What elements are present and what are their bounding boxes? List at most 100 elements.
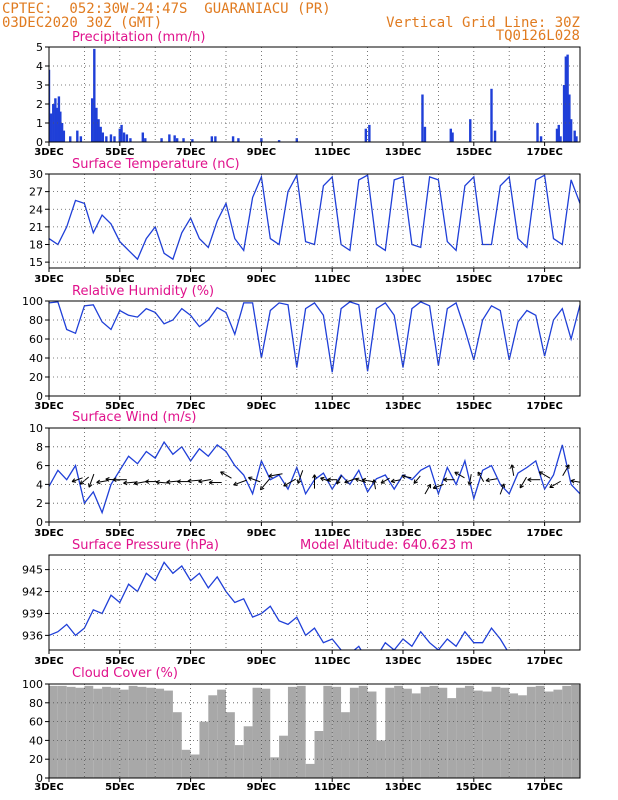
wind-arrow-19 (268, 473, 283, 478)
wind-arrow-17 (248, 476, 261, 483)
wind-arrow-36 (443, 477, 455, 483)
press-grid (49, 555, 580, 650)
rh-xtick-label: 5DEC (105, 401, 134, 412)
cloud-bar-49 (482, 691, 492, 778)
run-code: TQ0126L028 (495, 28, 580, 44)
station-header: CPTEC: 052:30W-24:47S GUARANIACU (PR) (2, 1, 331, 17)
wind-xtick-label: 11DEC (314, 528, 350, 539)
precip-bar-61 (575, 136, 578, 142)
precip-bar-3 (54, 98, 57, 142)
cloud-bar-39 (394, 685, 403, 778)
wind-xtick-label: 3DEC (34, 528, 63, 539)
cloud-frame (48, 683, 581, 779)
precip-bar-1 (49, 113, 53, 142)
cloud-title: Cloud Cover (%) (72, 666, 178, 681)
cloud-bar-8 (119, 689, 129, 778)
temp-ytick-label: 21 (29, 221, 43, 234)
wind-xtick-label: 7DEC (176, 528, 205, 539)
cloud-xtick-label: 17DEC (526, 782, 562, 793)
wind-arrow-27 (354, 477, 366, 484)
precip-bar-31 (175, 138, 179, 142)
temp-xtick-label: 7DEC (176, 274, 205, 285)
press-title: Surface Pressure (hPa) (72, 538, 219, 553)
cloud-bar-45 (447, 698, 457, 778)
cloud-bar-58 (562, 685, 572, 778)
precip-panel: Precipitation (mm/h) 0 1 2 3 4 5 3DEC 5DEC 7DEC 9D… (34, 30, 581, 158)
rh-series-line (49, 301, 580, 373)
precip-bar-32 (182, 138, 185, 142)
precip-bar-4 (55, 107, 58, 142)
cloud-bar-36 (367, 691, 377, 778)
cloud-bar-4 (84, 685, 94, 778)
press-xtick-label: 7DEC (176, 656, 205, 667)
cloud-bar-19 (217, 689, 226, 778)
wind-arrow-35 (432, 483, 444, 490)
cloud-bar-41 (411, 693, 421, 778)
cloud-bar-57 (553, 689, 563, 778)
precip-bar-9 (69, 136, 72, 142)
precip-xtick-label: 13DEC (385, 147, 421, 158)
press-xtick-label: 9DEC (247, 656, 276, 667)
rh-xtick-label: 11DEC (314, 401, 350, 412)
precip-bar-8 (62, 130, 66, 142)
press-xtick-label: 15DEC (456, 656, 492, 667)
press-ytick-label: 939 (22, 607, 43, 620)
cloud-xtick-label: 7DEC (176, 782, 205, 793)
wind-arrow-0 (71, 477, 83, 483)
wind-arrow-20 (283, 478, 297, 487)
precip-frame (48, 46, 581, 143)
temp-xtick-label: 11DEC (314, 274, 350, 285)
cloud-xtick-label: 11DEC (314, 782, 350, 793)
precip-ytick-label: 1 (36, 117, 43, 130)
precip-bar-52 (555, 128, 559, 142)
cloud-ytick-label: 60 (29, 716, 43, 729)
wind-arrow-3 (96, 479, 108, 485)
precip-bar-50 (536, 123, 539, 142)
rh-title: Relative Humidity (%) (72, 284, 214, 299)
wind-arrow-15 (220, 471, 232, 479)
wind-ytick-label: 8 (36, 441, 43, 454)
rh-data (49, 301, 580, 373)
rh-frame (48, 300, 581, 397)
precip-bar-34 (210, 136, 214, 142)
temp-series-line (49, 174, 580, 261)
precip-xtick-label: 5DEC (105, 147, 134, 158)
wind-xtick-label: 15DEC (456, 528, 492, 539)
wind-arrow-23 (320, 476, 330, 482)
cloud-bar-59 (571, 684, 580, 778)
precip-bar-54 (559, 136, 562, 142)
wind-arrow-25 (336, 475, 343, 485)
precip-bar-58 (568, 94, 571, 142)
precip-bar-56 (564, 56, 568, 142)
cloud-bar-51 (500, 687, 510, 778)
cloud-bar-31 (323, 685, 333, 778)
cloud-bar-29 (305, 763, 315, 778)
wind-arrow-24 (327, 477, 338, 483)
precip-bar-10 (76, 130, 79, 142)
cloud-bar-18 (208, 695, 218, 778)
precip-bar-16 (99, 126, 102, 142)
cloud-bar-44 (438, 687, 448, 778)
precip-xtick-label: 9DEC (247, 147, 276, 158)
cloud-bar-5 (93, 688, 103, 778)
temp-ytick-label: 30 (29, 168, 43, 181)
cloud-bar-9 (128, 685, 138, 778)
precip-bar-44 (423, 126, 427, 142)
wind-arrow-5 (112, 477, 127, 483)
precip-xtick-label: 17DEC (526, 147, 562, 158)
wind-arrow-18 (259, 478, 270, 491)
temp-ytick-label: 18 (29, 239, 43, 252)
precip-ytick-label: 3 (36, 79, 43, 92)
cloud-bar-35 (358, 685, 368, 778)
rh-xtick-label: 13DEC (385, 401, 421, 412)
press-xtick-label: 17DEC (526, 656, 562, 667)
precip-bar-45 (449, 128, 452, 142)
precip-bar-25 (129, 138, 132, 142)
precip-bar-11 (79, 136, 83, 142)
temp-xtick-label: 9DEC (247, 274, 276, 285)
precip-bar-15 (97, 119, 100, 142)
cloud-bar-34 (349, 687, 359, 778)
precip-xtick-label: 15DEC (456, 147, 492, 158)
wind-xtick-label: 9DEC (247, 528, 276, 539)
cloud-bar-28 (296, 685, 306, 778)
